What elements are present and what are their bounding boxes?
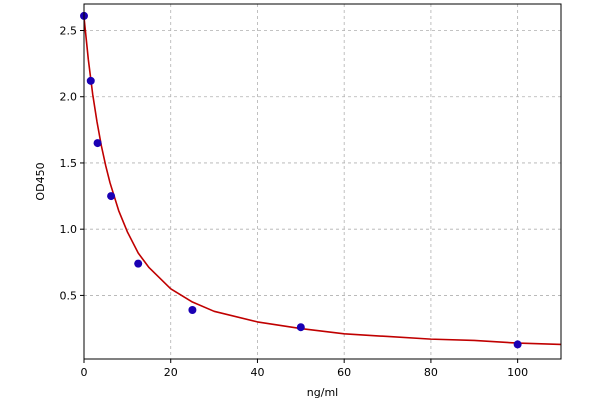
x-tick-label: 80 xyxy=(424,366,438,379)
y-tick-label: 2.5 xyxy=(60,24,78,37)
x-tick-label: 60 xyxy=(337,366,351,379)
data-point xyxy=(134,259,143,268)
plot-area xyxy=(84,4,561,359)
data-point xyxy=(188,305,197,314)
y-tick-label: 2.0 xyxy=(60,91,78,104)
fit-curve-layer xyxy=(83,17,562,346)
x-tick-label: 40 xyxy=(250,366,264,379)
y-tick-label: 0.5 xyxy=(60,289,78,302)
y-tick-label: 1.0 xyxy=(60,223,78,236)
data-point xyxy=(296,323,305,332)
data-points xyxy=(80,11,522,349)
axis-ticks: 0 20 40 60 80 100 0.5 1.0 1.5 2.0 2.5 xyxy=(60,24,529,379)
x-tick-label: 0 xyxy=(81,366,88,379)
data-point xyxy=(93,139,102,148)
data-point xyxy=(86,76,95,85)
y-tick-label: 1.5 xyxy=(60,157,78,170)
x-axis-label: ng/ml xyxy=(307,386,338,399)
x-tick-label: 100 xyxy=(507,366,528,379)
data-point xyxy=(107,192,116,201)
axes-frame xyxy=(83,3,562,360)
fit-curve-line xyxy=(83,17,562,346)
data-point xyxy=(513,340,522,349)
y-axis-label: OD450 xyxy=(34,162,47,200)
x-tick-label: 20 xyxy=(164,366,178,379)
